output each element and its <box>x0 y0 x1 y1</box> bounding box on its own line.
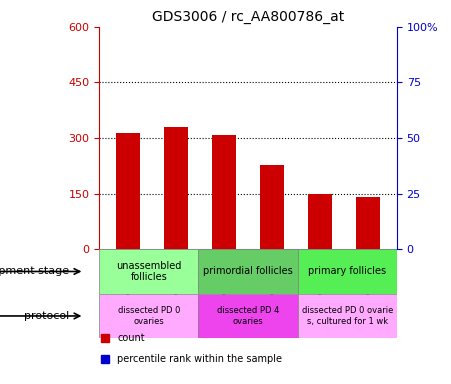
Bar <box>116 132 140 249</box>
Text: dissected PD 4
ovaries: dissected PD 4 ovaries <box>217 306 279 326</box>
FancyBboxPatch shape <box>99 249 198 294</box>
Bar <box>356 197 380 249</box>
Text: GSM237016: GSM237016 <box>267 252 277 311</box>
FancyBboxPatch shape <box>198 249 298 294</box>
Bar <box>164 127 188 249</box>
Text: primordial follicles: primordial follicles <box>203 266 293 276</box>
FancyBboxPatch shape <box>298 249 397 294</box>
Text: percentile rank within the sample: percentile rank within the sample <box>117 354 282 364</box>
Text: protocol: protocol <box>24 311 69 321</box>
Text: GSM237017: GSM237017 <box>315 252 325 311</box>
Bar <box>212 135 236 249</box>
Text: GSM237018: GSM237018 <box>363 252 373 311</box>
Text: GSM237014: GSM237014 <box>171 252 181 311</box>
Text: dissected PD 0 ovarie
s, cultured for 1 wk: dissected PD 0 ovarie s, cultured for 1 … <box>302 306 393 326</box>
Bar <box>260 165 284 249</box>
Title: GDS3006 / rc_AA800786_at: GDS3006 / rc_AA800786_at <box>152 10 344 25</box>
FancyBboxPatch shape <box>298 294 397 338</box>
Text: unassembled
follicles: unassembled follicles <box>116 261 181 282</box>
Text: GSM237013: GSM237013 <box>123 252 133 311</box>
Text: GSM237015: GSM237015 <box>219 252 229 311</box>
FancyBboxPatch shape <box>99 294 198 338</box>
Text: count: count <box>117 333 145 343</box>
FancyBboxPatch shape <box>198 294 298 338</box>
Text: development stage: development stage <box>0 266 69 276</box>
Text: primary follicles: primary follicles <box>308 266 387 276</box>
Text: dissected PD 0
ovaries: dissected PD 0 ovaries <box>118 306 180 326</box>
Bar <box>308 194 332 249</box>
